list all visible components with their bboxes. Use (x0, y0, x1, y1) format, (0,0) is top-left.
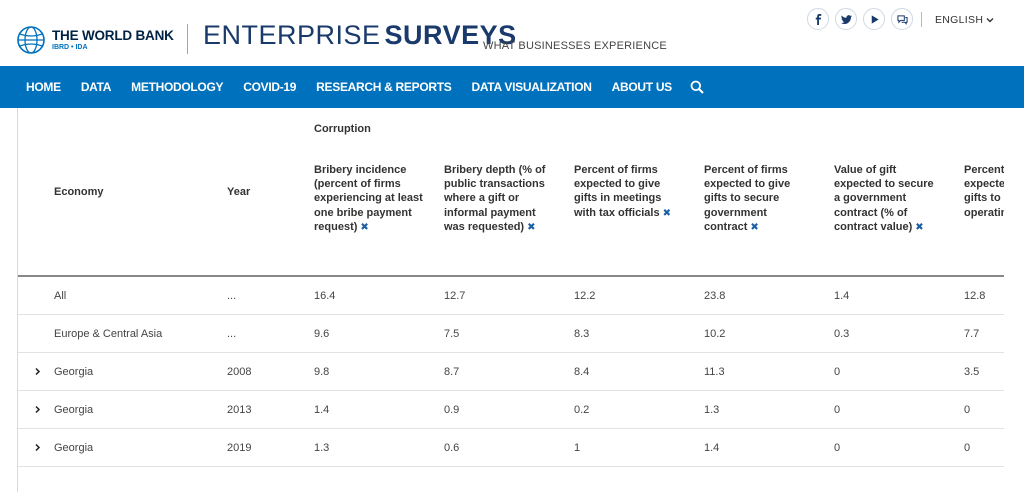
cell-year: 2008 (227, 366, 252, 378)
corruption-table: Corruption Economy Year Bribery incidenc… (17, 108, 1004, 492)
expand-chevron-icon[interactable] (33, 367, 42, 376)
cell-value: 7.7 (964, 328, 980, 340)
header-label: Percent of firms expected to give gifts … (964, 164, 1004, 219)
cell-value: 0 (964, 442, 971, 454)
title-bold: SURVEYS (384, 20, 517, 50)
nav-about-us[interactable]: ABOUT US (611, 80, 673, 94)
cell-economy: Georgia (54, 442, 94, 454)
header-gifts-tax-officials[interactable]: Percent of firms expected to give gifts … (574, 163, 686, 221)
cell-value: 0.2 (574, 404, 590, 416)
cell-economy: Georgia (54, 404, 94, 416)
bank-subtitle: IBRD • IDA (52, 44, 88, 52)
cell-year: 2013 (227, 404, 252, 416)
header-economy[interactable]: Economy (54, 186, 104, 198)
language-divider (921, 12, 922, 27)
title-thin: ENTERPRISE (203, 20, 381, 50)
header-bribery-depth[interactable]: Bribery depth (% of public transactions … (444, 163, 552, 235)
nav-home[interactable]: HOME (26, 80, 61, 94)
world-bank-logo[interactable]: THE WORLD BANK IBRD • IDA (16, 25, 174, 55)
header-bribery-incidence[interactable]: Bribery incidence (percent of firms expe… (314, 163, 426, 235)
cell-value: 8.4 (574, 366, 590, 378)
table-row[interactable]: Georgia 2013 1.4 0.9 0.2 1.3 0 0 (18, 391, 1004, 429)
cell-value: 1.4 (314, 404, 330, 416)
header-divider-line (18, 275, 1004, 277)
header-label: Bribery incidence (percent of firms expe… (314, 164, 423, 233)
cell-value: 1.4 (704, 442, 720, 454)
remove-column-icon[interactable]: ✖ (360, 221, 369, 233)
cell-value: 10.2 (704, 328, 726, 340)
cell-value: 0.6 (444, 442, 460, 454)
cell-value: 12.8 (964, 290, 986, 302)
remove-column-icon[interactable]: ✖ (750, 221, 759, 233)
cell-economy: Europe & Central Asia (54, 328, 163, 340)
header-value-of-gift[interactable]: Value of gift expected to secure a gover… (834, 163, 942, 235)
table-row[interactable]: Georgia 2008 9.8 8.7 8.4 11.3 0 3.5 (18, 353, 1004, 391)
cell-value: 8.7 (444, 366, 460, 378)
cell-value: 1.4 (834, 290, 850, 302)
cell-year: ... (227, 328, 237, 340)
cell-value: 0 (834, 366, 841, 378)
remove-column-icon[interactable]: ✖ (527, 221, 536, 233)
cell-value: 16.4 (314, 290, 336, 302)
cell-value: 1 (574, 442, 581, 454)
cell-value: 12.7 (444, 290, 466, 302)
cell-value: 3.5 (964, 366, 980, 378)
site-header: THE WORLD BANK IBRD • IDA ENTERPRISE SURV… (0, 0, 1024, 66)
chat-icon[interactable] (891, 8, 913, 30)
header-year[interactable]: Year (227, 186, 251, 198)
cell-value: 8.3 (574, 328, 590, 340)
globe-icon (17, 26, 45, 54)
nav-research-reports[interactable]: RESEARCH & REPORTS (316, 80, 452, 94)
cell-economy: All (54, 290, 67, 302)
cell-value: 9.6 (314, 328, 330, 340)
site-tagline: WHAT BUSINESSES EXPERIENCE (483, 40, 667, 52)
nav-data[interactable]: DATA (80, 80, 112, 94)
main-nav: HOME DATA METHODOLOGY COVID-19 RESEARCH … (0, 66, 1024, 108)
cell-value: 1.3 (314, 442, 330, 454)
indicator-group-label: Corruption (314, 123, 371, 135)
cell-year: 2019 (227, 442, 252, 454)
table-row: Europe & Central Asia... 9.6 7.5 8.3 10.2 0.3… (18, 315, 1004, 353)
bank-name: THE WORLD BANK (52, 27, 174, 43)
search-icon[interactable] (690, 80, 704, 94)
expand-chevron-icon[interactable] (33, 443, 42, 452)
language-selector[interactable]: ENGLISH (935, 14, 994, 26)
header-gifts-government-contract[interactable]: Percent of firms expected to give gifts … (704, 163, 816, 235)
header-label: Bribery depth (% of public transactions … (444, 164, 546, 233)
cell-value: 11.3 (704, 366, 725, 378)
table-row: All... 16.4 12.7 12.2 23.8 1.4 12.8 (18, 277, 1004, 315)
facebook-icon[interactable] (807, 8, 829, 30)
header-divider (187, 24, 188, 54)
language-label: ENGLISH (935, 14, 984, 26)
cell-value: 0 (964, 404, 971, 416)
remove-column-icon[interactable]: ✖ (915, 221, 924, 233)
cell-value: 23.8 (704, 290, 726, 302)
header-label: Percent of firms expected to give gifts … (704, 164, 791, 233)
chevron-down-icon (986, 18, 994, 23)
cell-value: 9.8 (314, 366, 330, 378)
cell-value: 7.5 (444, 328, 460, 340)
expand-chevron-icon[interactable] (33, 405, 42, 414)
site-title[interactable]: ENTERPRISE SURVEYS (203, 20, 517, 51)
cell-economy: Georgia (54, 366, 94, 378)
twitter-icon[interactable] (835, 8, 857, 30)
cell-value: 1.3 (704, 404, 720, 416)
nav-covid[interactable]: COVID-19 (243, 80, 297, 94)
youtube-icon[interactable] (863, 8, 885, 30)
cell-value: 0 (834, 404, 841, 416)
cell-value: 12.2 (574, 290, 596, 302)
header-label: Value of gift expected to secure a gover… (834, 164, 934, 233)
nav-data-visualization[interactable]: DATA VISUALIZATION (471, 80, 592, 94)
cell-value: 0 (834, 442, 841, 454)
cell-value: 0.9 (444, 404, 460, 416)
social-links (807, 8, 913, 30)
nav-methodology[interactable]: METHODOLOGY (131, 80, 224, 94)
cell-value: 0.3 (834, 328, 850, 340)
table-row[interactable]: Georgia 2019 1.3 0.6 1 1.4 0 0 (18, 429, 1004, 467)
cell-year: ... (227, 290, 237, 302)
header-gifts-operating-license[interactable]: Percent of firms expected to give gifts … (964, 163, 1004, 221)
remove-column-icon[interactable]: ✖ (662, 207, 671, 219)
header-label: Percent of firms expected to give gifts … (574, 164, 662, 219)
